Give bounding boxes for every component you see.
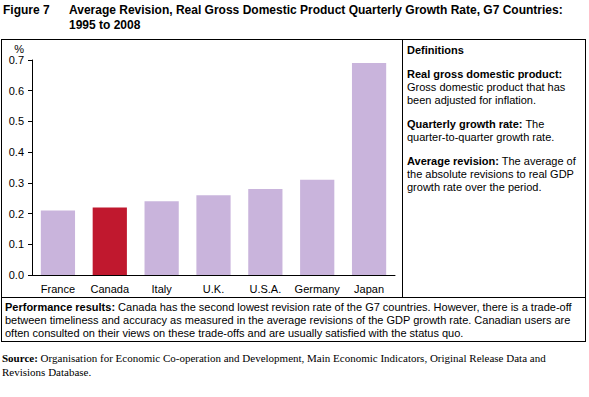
svg-text:0.3: 0.3	[9, 177, 24, 189]
svg-text:Italy: Italy	[152, 283, 173, 295]
svg-text:U.K.: U.K.	[203, 283, 224, 295]
html-text:Source: Organisation for Econo: Source: Organisation for Economic Co-ope…	[2, 352, 546, 378]
svg-text:0.0: 0.0	[9, 269, 24, 281]
svg-text:0.7: 0.7	[9, 54, 24, 66]
svg-text:Canada: Canada	[91, 283, 130, 295]
svg-text:0.5: 0.5	[9, 115, 24, 127]
html-text:Figure 7: Figure 7	[3, 3, 50, 17]
html-text:Performance results: Canada ha: Performance results: Canada has the seco…	[5, 301, 572, 339]
html-text:Definitions: Definitions	[407, 44, 464, 56]
svg-text:0.1: 0.1	[9, 238, 24, 250]
svg-text:0.4: 0.4	[9, 146, 24, 158]
html-text:Quarterly growth rate: The qua: Quarterly growth rate: The quarter-to-qu…	[407, 118, 555, 143]
svg-text:0.2: 0.2	[9, 208, 24, 220]
svg-text:%: %	[14, 43, 24, 55]
svg-text:U.S.A.: U.S.A.	[249, 283, 281, 295]
svg-text:0.6: 0.6	[9, 85, 24, 97]
svg-text:Japan: Japan	[354, 283, 384, 295]
html-text:Average revision: The average: Average revision: The average of the abs…	[407, 155, 576, 193]
svg-text:France: France	[41, 283, 75, 295]
html-text:Real gross domestic product:: Real gross domestic product:	[407, 68, 563, 80]
html-text:Gross domestic product that ha: Gross domestic product that has been adj…	[407, 81, 566, 106]
svg-text:Germany: Germany	[295, 283, 341, 295]
html-text:Average Revision, Real Gross D: Average Revision, Real Gross Domestic Pr…	[69, 3, 563, 32]
